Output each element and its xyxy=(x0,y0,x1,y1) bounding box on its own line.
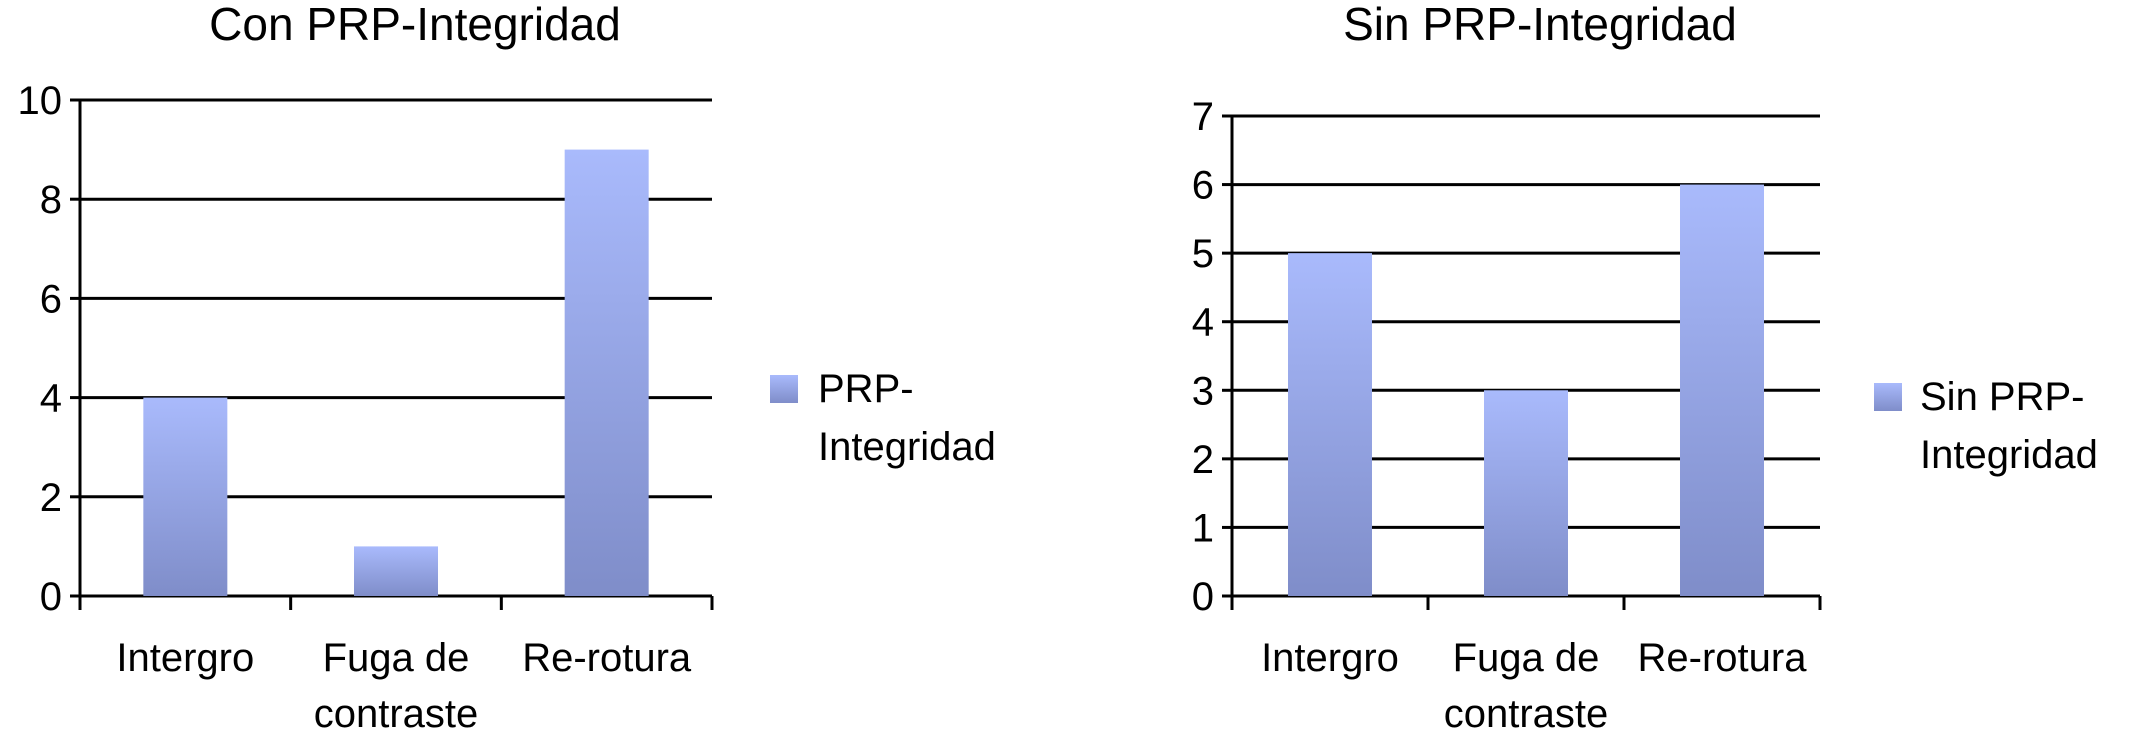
y-tick-label: 10 xyxy=(18,79,63,123)
y-tick-label: 4 xyxy=(40,377,62,421)
x-tick-label: Re-rotura xyxy=(1638,636,1808,680)
y-tick-label: 5 xyxy=(1192,232,1214,276)
chart-title: Sin PRP-Integridad xyxy=(1343,0,1737,50)
bar xyxy=(354,546,438,596)
y-tick-label: 3 xyxy=(1192,369,1214,413)
chart-sin-prp: Sin PRP-Integridad 0 1 2 3 4 5 6 7 Intergro Fuga … xyxy=(1192,0,2098,730)
legend-swatch xyxy=(770,375,798,403)
y-tick-label: 1 xyxy=(1192,506,1214,550)
x-tick-label: Fuga de contraste xyxy=(1444,636,1609,730)
y-tick-label: 6 xyxy=(1192,164,1214,208)
chart-con-prp: Con PRP-Integridad 0 2 4 6 8 10 Intergro Fuga d… xyxy=(18,0,996,730)
x-tick-label: Fuga de contraste xyxy=(314,636,479,730)
y-tick-label: 0 xyxy=(1192,575,1214,619)
bar xyxy=(1484,390,1568,596)
y-tick-label: 2 xyxy=(40,476,62,520)
legend-label: PRP-Integridad xyxy=(818,367,996,469)
bar xyxy=(1288,253,1372,596)
bar xyxy=(143,397,228,596)
x-tick-label: Intergro xyxy=(116,636,254,680)
chart-title: Con PRP-Integridad xyxy=(209,0,621,50)
y-tick-label: 7 xyxy=(1192,95,1214,139)
x-tick-label: Re-rotura xyxy=(522,636,692,680)
bar xyxy=(1680,184,1764,597)
y-tick-label: 4 xyxy=(1192,301,1214,345)
bar xyxy=(564,149,649,596)
y-tick-label: 0 xyxy=(40,575,62,619)
legend-swatch xyxy=(1874,383,1902,411)
y-tick-label: 8 xyxy=(40,178,62,222)
y-tick-label: 2 xyxy=(1192,438,1214,482)
y-tick-label: 6 xyxy=(40,277,62,321)
x-tick-label: Intergro xyxy=(1261,636,1399,680)
legend-label: Sin PRP-Integridad xyxy=(1920,375,2098,477)
